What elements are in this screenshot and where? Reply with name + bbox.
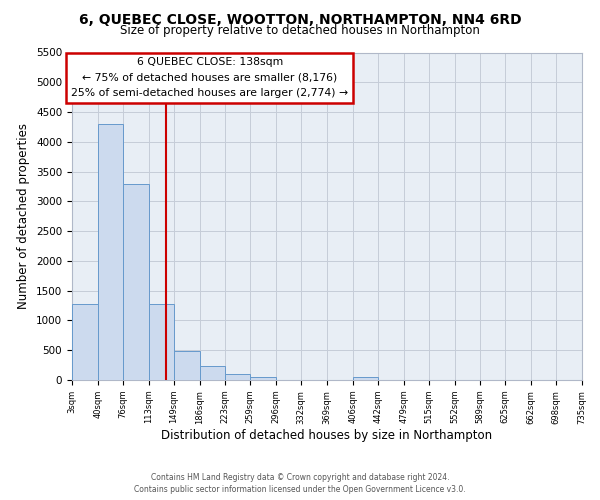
- Bar: [250, 376, 276, 380]
- Text: 6 QUEBEC CLOSE: 138sqm
← 75% of detached houses are smaller (8,176)
25% of semi-: 6 QUEBEC CLOSE: 138sqm ← 75% of detached…: [71, 58, 348, 98]
- Bar: [225, 374, 250, 380]
- Bar: [199, 366, 225, 380]
- Bar: [98, 124, 123, 380]
- Bar: [149, 304, 174, 380]
- Bar: [174, 352, 199, 380]
- Bar: [72, 304, 98, 380]
- Bar: [123, 184, 149, 380]
- Bar: [353, 376, 378, 380]
- Text: 6, QUEBEC CLOSE, WOOTTON, NORTHAMPTON, NN4 6RD: 6, QUEBEC CLOSE, WOOTTON, NORTHAMPTON, N…: [79, 12, 521, 26]
- Y-axis label: Number of detached properties: Number of detached properties: [17, 123, 31, 309]
- Text: Contains HM Land Registry data © Crown copyright and database right 2024.
Contai: Contains HM Land Registry data © Crown c…: [134, 472, 466, 494]
- X-axis label: Distribution of detached houses by size in Northampton: Distribution of detached houses by size …: [161, 429, 493, 442]
- Text: Size of property relative to detached houses in Northampton: Size of property relative to detached ho…: [120, 24, 480, 37]
